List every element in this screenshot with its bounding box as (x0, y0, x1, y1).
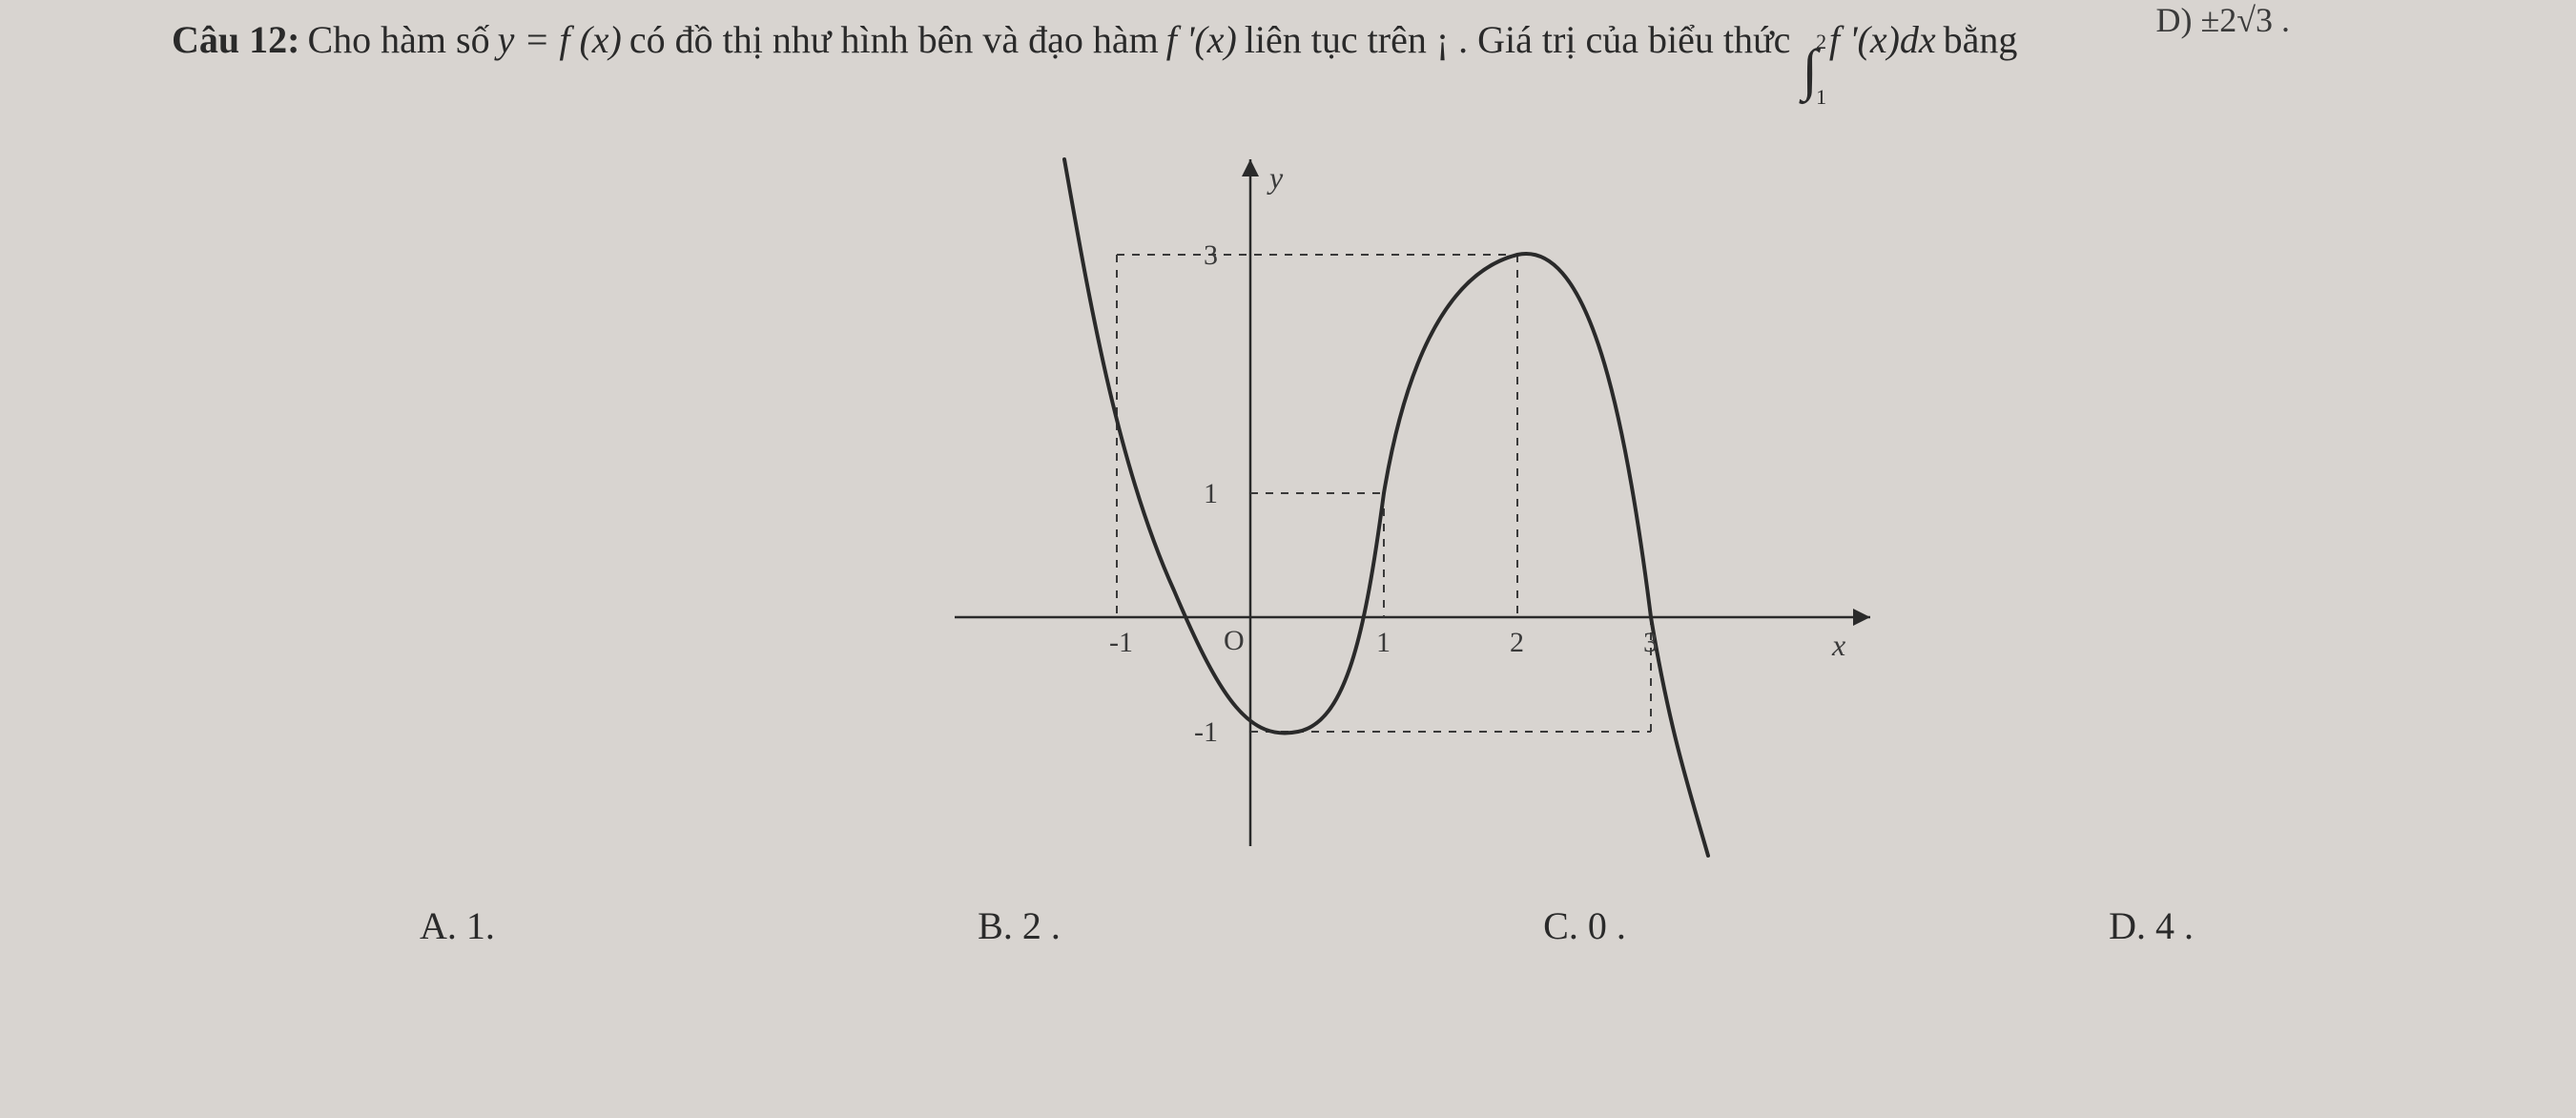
integral-lower-limit: 1 (1816, 87, 1826, 108)
math-equation: y = f (x) (498, 10, 622, 71)
text-segment: có đồ thị như hình bên và đạo hàm (629, 10, 1159, 71)
page-content: Câu 12: Cho hàm số y = f (x) có đồ thị n… (0, 0, 2576, 948)
text-segment: liên tục trên ¡ . Giá trị của biểu thức (1245, 10, 1791, 71)
svg-text:-1: -1 (1194, 716, 1218, 748)
svg-text:2: 2 (1510, 627, 1524, 658)
svg-text:O: O (1224, 625, 1245, 656)
option-a-value: 1. (466, 904, 495, 947)
svg-text:1: 1 (1204, 478, 1218, 509)
integrand: f '(x)dx (1829, 10, 1936, 71)
math-derivative: f '(x) (1166, 10, 1237, 71)
svg-text:y: y (1267, 160, 1284, 195)
function-graph: Oy x -1 1 2 3 3 1 -1 (897, 140, 1947, 884)
option-c: C. 0 . (1543, 903, 1626, 948)
svg-text:-1: -1 (1109, 627, 1133, 658)
integral-upper-limit: 2 (1816, 31, 1826, 52)
question-number: Câu 12: (172, 10, 299, 71)
svg-text:x: x (1831, 628, 1845, 662)
svg-text:3: 3 (1643, 627, 1658, 658)
option-d-value: 4 . (2155, 904, 2194, 947)
option-c-value: 0 . (1588, 904, 1626, 947)
option-a: A. 1. (420, 903, 495, 948)
option-b: B. 2 . (978, 903, 1061, 948)
answer-options: A. 1. B. 2 . C. 0 . D. 4 . (172, 903, 2270, 948)
option-b-value: 2 . (1022, 904, 1061, 947)
text-segment: Cho hàm số (307, 10, 489, 71)
svg-text:1: 1 (1376, 627, 1391, 658)
option-d: D. 4 . (2109, 903, 2194, 948)
text-segment: bằng (1944, 10, 2018, 71)
graph-svg: Oy x -1 1 2 3 3 1 -1 (897, 140, 1947, 884)
question-text: Câu 12: Cho hàm số y = f (x) có đồ thị n… (172, 10, 2481, 112)
integral-expression: 2 ∫ 1 (1802, 31, 1817, 108)
integral-sign: ∫ (1802, 52, 1817, 87)
svg-text:3: 3 (1204, 239, 1218, 271)
partial-prev-option: D) ±2√3 . (2155, 0, 2290, 40)
